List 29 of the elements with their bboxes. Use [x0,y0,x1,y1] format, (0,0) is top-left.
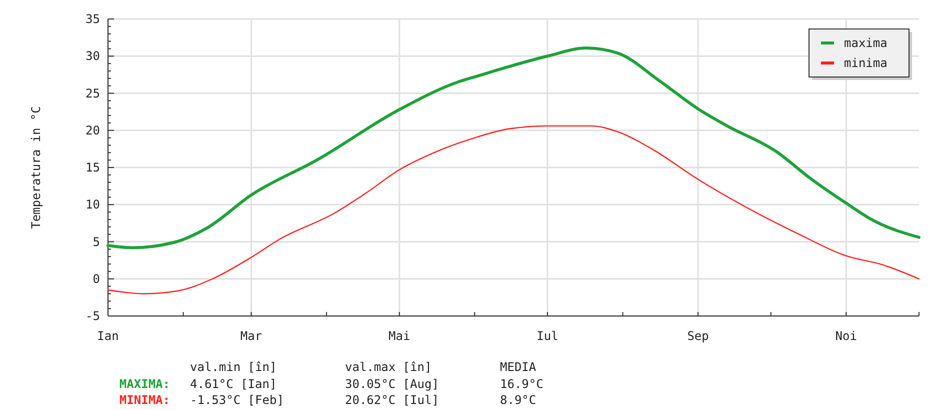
y-tick-label: 30 [86,49,100,64]
x-tick-label: Ian [97,329,119,343]
text: 4.61°C [Ian] [190,377,277,391]
x-tick-label: Sep [687,329,709,343]
text: MEDIA [500,360,537,374]
y-tick-label: 35 [86,12,100,26]
text: val.max [în] [345,360,432,374]
text: 30.05°C [Aug] [345,377,439,391]
text: 20.62°C [Iul] [345,393,439,407]
y-tick-label: 25 [86,86,100,100]
y-axis-title: Temperatura in °C [29,106,43,229]
text: 16.9°C [500,377,544,391]
x-tick-label: Noi [835,329,857,343]
y-tick-label: 5 [92,234,100,249]
y-tick-label: 0 [92,272,100,286]
x-tick-label: Mai [388,329,410,343]
legend-label: maxima [844,36,888,50]
text: val.min [în] [190,360,277,374]
y-tick-label: 10 [86,198,100,212]
x-tick-label: Mar [240,329,262,343]
text: -1.53°C [Feb] [190,393,284,407]
y-tick-label: 15 [86,160,100,174]
text: MINIMA: [119,393,170,407]
y-tick-label: -5 [86,309,100,323]
text: MAXIMA: [119,377,170,391]
y-tick-label: 20 [86,123,100,138]
legend-label: minima [844,56,888,70]
text: 8.9°C [500,393,536,407]
x-tick-label: Iul [536,329,558,343]
